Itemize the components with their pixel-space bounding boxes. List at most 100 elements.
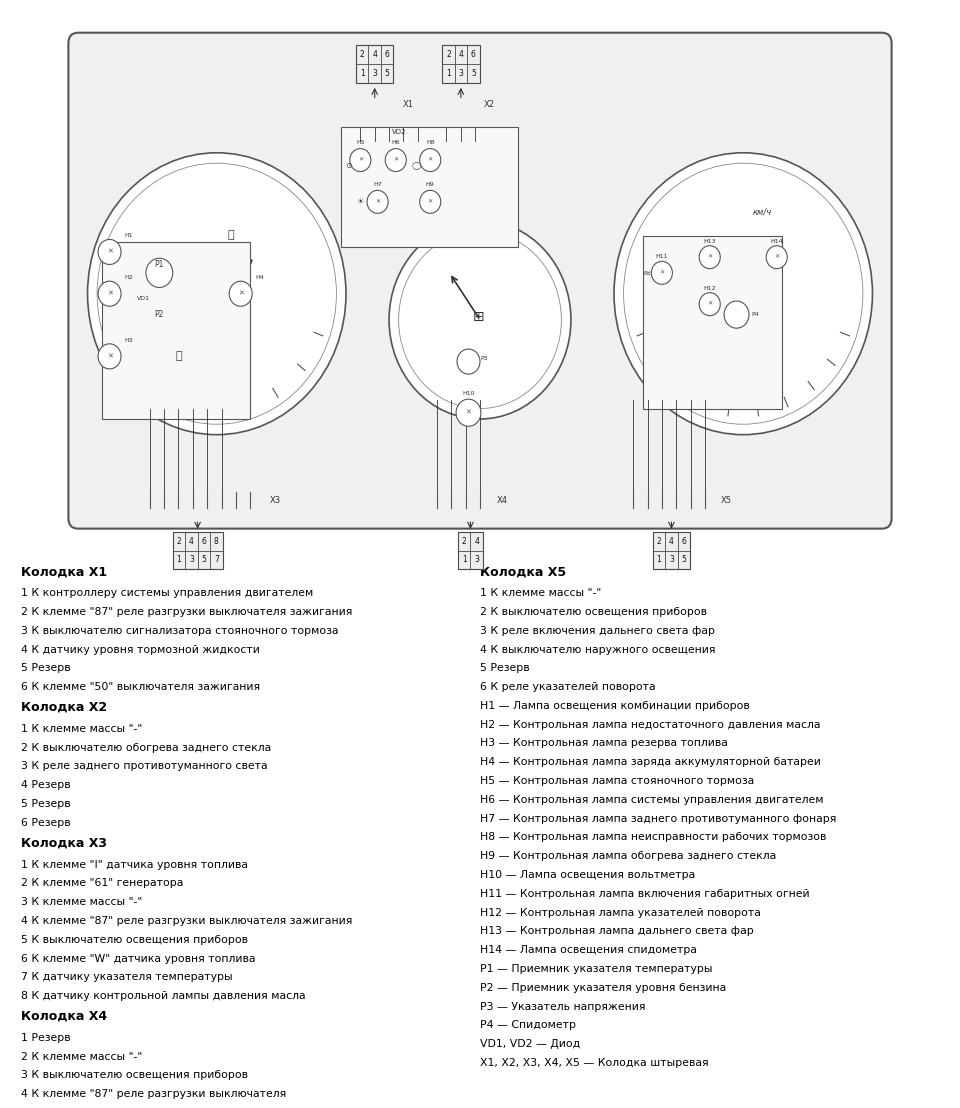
Text: 1: 1	[462, 555, 467, 564]
Text: 4: 4	[189, 536, 194, 545]
Bar	[443, 45, 455, 64]
Text: Н1 — Лампа освещения комбинации приборов: Н1 — Лампа освещения комбинации приборов	[480, 701, 750, 711]
Text: 6 К клемме "50" выключателя зажигания: 6 К клемме "50" выключателя зажигания	[20, 683, 259, 692]
Text: 1: 1	[360, 69, 365, 78]
Text: 2 К выключателю освещения приборов: 2 К выключателю освещения приборов	[480, 607, 707, 617]
Circle shape	[385, 148, 406, 172]
Bar	[173, 532, 185, 551]
Text: Н8 — Контрольная лампа неисправности рабочих тормозов: Н8 — Контрольная лампа неисправности раб…	[480, 832, 827, 842]
Text: 4 Резерв: 4 Резерв	[20, 780, 70, 790]
Text: 3: 3	[474, 555, 479, 564]
Text: VD1, VD2 — Диод: VD1, VD2 — Диод	[480, 1039, 580, 1049]
Text: ☀: ☀	[356, 197, 364, 206]
Text: 5: 5	[682, 555, 686, 564]
Text: P4: P4	[752, 312, 759, 317]
Text: X5: X5	[721, 496, 732, 505]
Circle shape	[420, 148, 441, 172]
Bar	[356, 45, 369, 64]
Text: 3 К выключателю освещения приборов: 3 К выключателю освещения приборов	[20, 1070, 248, 1080]
Text: H4: H4	[255, 275, 264, 280]
Text: 🔋: 🔋	[175, 351, 181, 361]
Text: Н11 — Контрольная лампа включения габаритных огней: Н11 — Контрольная лампа включения габари…	[480, 889, 809, 899]
Text: 1 К клемме "I" датчика уровня топлива: 1 К клемме "I" датчика уровня топлива	[20, 860, 248, 870]
Bar	[381, 64, 394, 83]
Text: Н12 — Контрольная лампа указателей поворота: Н12 — Контрольная лампа указателей повор…	[480, 907, 761, 917]
Text: VD1: VD1	[136, 297, 150, 301]
Circle shape	[420, 191, 441, 214]
Circle shape	[229, 281, 252, 306]
Text: 3 К реле заднего противотуманного света: 3 К реле заднего противотуманного света	[20, 761, 267, 771]
Text: Н14 — Лампа освещения спидометра: Н14 — Лампа освещения спидометра	[480, 945, 697, 955]
Text: 2: 2	[446, 50, 451, 59]
Bar	[443, 64, 455, 83]
Circle shape	[98, 343, 121, 369]
Text: Р4 — Спидометр: Р4 — Спидометр	[480, 1020, 576, 1030]
Circle shape	[389, 220, 571, 419]
Text: 3 К реле включения дальнего света фар: 3 К реле включения дальнего света фар	[480, 626, 715, 636]
Text: 6: 6	[202, 536, 206, 545]
Text: 2: 2	[360, 50, 365, 59]
Text: ✕: ✕	[774, 255, 780, 259]
Text: 5 Резерв: 5 Резерв	[20, 664, 70, 674]
Text: 6 К реле указателей поворота: 6 К реле указателей поворота	[480, 683, 656, 692]
Bar	[185, 532, 198, 551]
Text: 6: 6	[385, 50, 390, 59]
Text: ✕: ✕	[466, 410, 471, 416]
Text: 4 К выключателю наружного освещения: 4 К выключателю наружного освещения	[480, 645, 715, 655]
Text: 1 К клемме массы "-": 1 К клемме массы "-"	[480, 588, 601, 598]
Text: 5 К выключателю освещения приборов: 5 К выключателю освещения приборов	[20, 935, 248, 945]
Bar	[356, 64, 369, 83]
Text: 3: 3	[189, 555, 194, 564]
Text: км/ч: км/ч	[753, 208, 772, 217]
Text: 3: 3	[459, 69, 464, 78]
Bar	[470, 551, 483, 570]
Text: Н13 — Контрольная лампа дальнего света фар: Н13 — Контрольная лампа дальнего света ф…	[480, 926, 754, 936]
Text: 3: 3	[372, 69, 377, 78]
Text: 5 Резерв: 5 Резерв	[20, 799, 70, 809]
Text: 1: 1	[177, 555, 181, 564]
Bar	[468, 45, 480, 64]
Circle shape	[766, 246, 787, 268]
Text: 4 К клемме "87" реле разгрузки выключателя зажигания: 4 К клемме "87" реле разгрузки выключате…	[20, 916, 352, 926]
Bar	[653, 532, 690, 570]
Text: ✕: ✕	[427, 157, 433, 163]
Circle shape	[724, 301, 749, 328]
Bar	[443, 45, 480, 83]
Text: Колодка X5: Колодка X5	[480, 565, 566, 578]
Circle shape	[98, 281, 121, 306]
Bar	[643, 236, 781, 409]
Text: 4 К клемме "87" реле разгрузки выключателя: 4 К клемме "87" реле разгрузки выключате…	[20, 1089, 286, 1099]
Circle shape	[367, 191, 388, 214]
Bar	[173, 551, 185, 570]
Circle shape	[457, 349, 480, 375]
Text: H2: H2	[124, 275, 132, 280]
Text: 8: 8	[214, 536, 219, 545]
Text: 1 К клемме массы "-": 1 К клемме массы "-"	[20, 724, 142, 733]
Circle shape	[456, 399, 481, 427]
Text: X3: X3	[270, 496, 280, 505]
Text: X2: X2	[484, 100, 495, 110]
Bar	[198, 532, 210, 551]
Text: H6: H6	[392, 141, 400, 145]
Text: Н6 — Контрольная лампа системы управления двигателем: Н6 — Контрольная лампа системы управлени…	[480, 794, 824, 804]
Text: 2 К выключателю обогрева заднего стекла: 2 К выключателю обогрева заднего стекла	[20, 742, 271, 752]
Circle shape	[97, 163, 336, 424]
Text: ✕: ✕	[660, 270, 664, 275]
Text: X1, X2, X3, X4, X5 — Колодка штыревая: X1, X2, X3, X4, X5 — Колодка штыревая	[480, 1058, 708, 1068]
Bar	[341, 126, 518, 247]
Text: ✕: ✕	[238, 290, 244, 297]
Bar	[455, 64, 468, 83]
Text: Н7 — Контрольная лампа заднего противотуманного фонаря: Н7 — Контрольная лампа заднего противоту…	[480, 813, 836, 823]
Text: P1: P1	[155, 260, 164, 269]
Text: H1: H1	[124, 234, 132, 238]
Bar	[678, 551, 690, 570]
Bar	[102, 242, 251, 419]
Text: ⊞: ⊞	[472, 310, 484, 324]
Text: 4: 4	[474, 536, 479, 545]
Bar	[381, 45, 394, 64]
Text: H10: H10	[463, 391, 475, 396]
Text: 3 К выключателю сигнализатора стояночного тормоза: 3 К выключателю сигнализатора стояночног…	[20, 626, 338, 636]
Text: 2: 2	[657, 536, 661, 545]
Text: ≈: ≈	[643, 268, 652, 278]
Text: Н10 — Лампа освещения вольтметра: Н10 — Лампа освещения вольтметра	[480, 870, 695, 880]
